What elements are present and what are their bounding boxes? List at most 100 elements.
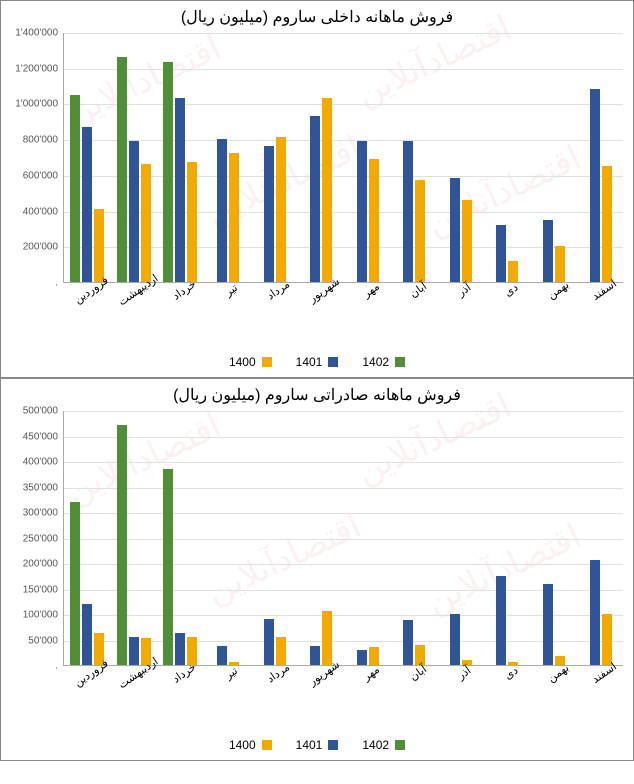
- bar-group: [576, 33, 623, 282]
- bar-group: [483, 411, 530, 665]
- bar: [229, 153, 239, 282]
- bar: [264, 619, 274, 665]
- y-tick-label: 1'200'000: [15, 63, 64, 74]
- bar-group: [157, 33, 204, 282]
- y-tick-label: 400'000: [23, 457, 64, 468]
- bar: [70, 95, 80, 283]
- bars-container: [64, 411, 623, 665]
- bar: [117, 425, 127, 665]
- bar-group: [297, 33, 344, 282]
- bar: [175, 633, 185, 665]
- legend-swatch: [262, 740, 272, 750]
- bar: [217, 646, 227, 665]
- bar: [117, 57, 127, 282]
- y-tick-label: 1'000'000: [15, 99, 64, 110]
- bar: [82, 604, 92, 665]
- bar: [462, 200, 472, 282]
- plot-area: . 50'000 100'000 150'000 200'000 250'000 300'0…: [1, 407, 633, 716]
- bar: [70, 502, 80, 665]
- bar: [129, 141, 139, 282]
- bar: [590, 89, 600, 282]
- bar: [276, 137, 286, 282]
- bar-group: [64, 33, 111, 282]
- x-labels: فروردیناردیبهشتخردادتیرمردادشهریورمهرآبا…: [63, 666, 623, 681]
- y-tick-label: 800'000: [23, 135, 64, 146]
- bar-group: [483, 33, 530, 282]
- bar-group: [111, 411, 158, 665]
- bar: [496, 576, 506, 665]
- bar-group: [530, 33, 577, 282]
- bar-group: [204, 33, 251, 282]
- bar: [357, 650, 367, 665]
- legend-label: 1401: [296, 355, 323, 369]
- chart-title: فروش ماهانه صادراتی ساروم (میلیون ریال): [1, 379, 633, 407]
- legend-item: 1402: [362, 355, 405, 369]
- y-tick-label: 1'400'000: [15, 28, 64, 39]
- chart-panel: اقتصادآنلایناقتصادآنلایناقتصادآنلایناقتص…: [0, 378, 634, 761]
- bar: [543, 584, 553, 665]
- bar-group: [111, 33, 158, 282]
- plot-area: .200'000400'000600'000800'0001'000'0001'…: [1, 29, 633, 333]
- y-tick-label: 50'000: [28, 635, 64, 646]
- bar: [175, 98, 185, 282]
- plot: .200'000400'000600'000800'0001'000'0001'…: [63, 33, 623, 283]
- y-tick-label: 150'000: [23, 584, 64, 595]
- y-tick-label: 450'000: [23, 431, 64, 442]
- legend: 1402 1401 1400: [1, 333, 633, 377]
- legend-label: 1402: [362, 738, 389, 752]
- bar: [496, 225, 506, 282]
- bar: [450, 614, 460, 665]
- bar-group: [250, 33, 297, 282]
- bar: [322, 98, 332, 282]
- bar-group: [390, 411, 437, 665]
- x-labels: فروردیناردیبهشتخردادتیرمردادشهریورمهرآبا…: [63, 283, 623, 298]
- y-tick-label: 300'000: [23, 508, 64, 519]
- bar: [163, 469, 173, 665]
- legend: 140214011400: [1, 716, 633, 760]
- y-tick-label: 200'000: [23, 242, 64, 253]
- bar: [310, 646, 320, 665]
- bar: [450, 178, 460, 282]
- bar-group: [576, 411, 623, 665]
- chart-panel: اقتصادآنلایناقتصادآنلایناقتصادآنلایناقتص…: [0, 0, 634, 378]
- bar: [415, 180, 425, 282]
- bar-group: [437, 33, 484, 282]
- legend-label: 1402: [362, 355, 389, 369]
- bar-group: [64, 411, 111, 665]
- bar-group: [250, 411, 297, 665]
- bar: [369, 159, 379, 282]
- bar: [310, 116, 320, 282]
- plot: .50'000100'000150'000200'000250'000300'0…: [63, 411, 623, 666]
- bars-container: [64, 33, 623, 282]
- chart-title: فروش ماهانه داخلی ساروم (میلیون ریال): [1, 1, 633, 29]
- y-tick-label: .: [55, 661, 64, 672]
- bar: [129, 637, 139, 665]
- y-tick-label: 100'000: [23, 610, 64, 621]
- legend-item: 1402: [362, 738, 405, 752]
- legend-swatch: [328, 740, 338, 750]
- legend-item: 1401: [296, 355, 339, 369]
- legend-swatch: [395, 357, 405, 367]
- bar: [543, 220, 553, 283]
- bar: [403, 620, 413, 665]
- bar-group: [343, 411, 390, 665]
- legend-swatch: [328, 357, 338, 367]
- bar-group: [390, 33, 437, 282]
- bar: [357, 141, 367, 282]
- bar-group: [343, 33, 390, 282]
- y-tick-label: 500'000: [23, 406, 64, 417]
- bar-group: [204, 411, 251, 665]
- y-tick-label: 250'000: [23, 533, 64, 544]
- bar: [264, 146, 274, 282]
- bar: [187, 162, 197, 282]
- legend-swatch: [395, 740, 405, 750]
- y-tick-label: 600'000: [23, 170, 64, 181]
- bar: [590, 560, 600, 665]
- legend-item: 1400: [229, 355, 272, 369]
- bar: [602, 166, 612, 282]
- legend-label: 1400: [229, 355, 256, 369]
- y-tick-label: 350'000: [23, 482, 64, 493]
- legend-label: 1400: [229, 738, 256, 752]
- y-tick-label: 200'000: [23, 559, 64, 570]
- bar: [163, 62, 173, 282]
